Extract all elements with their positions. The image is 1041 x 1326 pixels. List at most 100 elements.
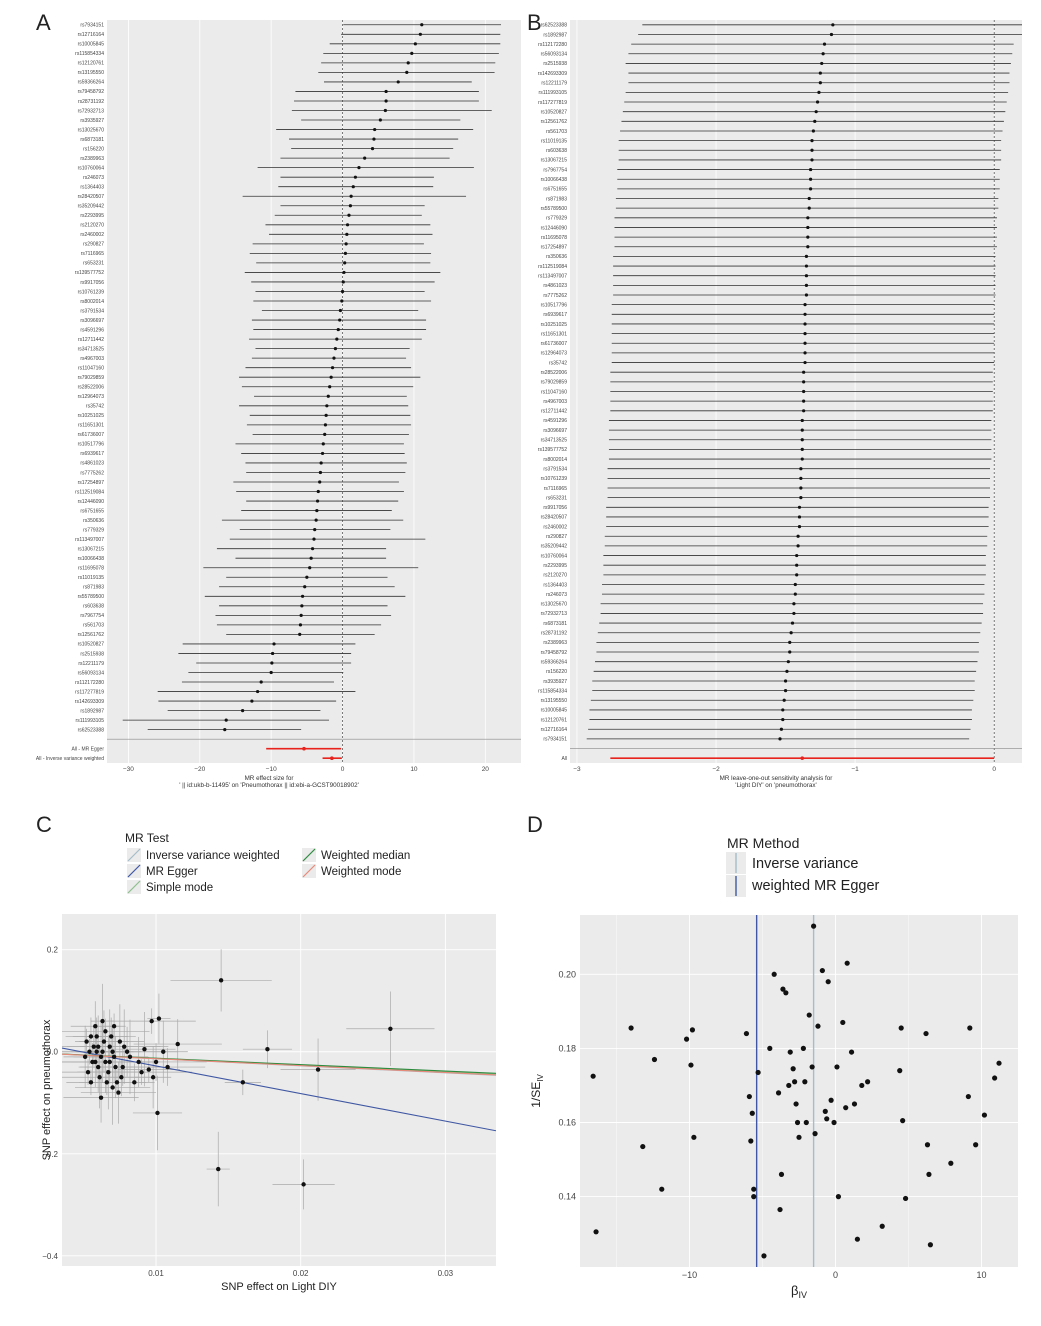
b-snp-label: rs10251025	[541, 322, 568, 328]
b-snp-label: rs10066438	[541, 177, 568, 183]
c-point	[119, 1075, 124, 1080]
a-point	[338, 318, 342, 322]
b-snp-label: rs246073	[546, 592, 567, 598]
a-point	[312, 537, 316, 541]
d-point	[783, 990, 789, 996]
a-point	[363, 156, 367, 160]
b-snp-label: rs112519084	[538, 264, 567, 270]
a-snp-label: rs2389963	[80, 156, 104, 162]
a-snp-label: rs59366264	[78, 80, 105, 86]
d-point	[640, 1143, 646, 1150]
b-snp-label: rs111993105	[539, 90, 568, 96]
c-point	[117, 1039, 123, 1044]
c-point	[95, 1064, 101, 1070]
c-point	[150, 1075, 156, 1080]
c-point	[101, 1039, 107, 1044]
c-regression-line-egger	[62, 1047, 496, 1132]
b-point	[800, 457, 804, 461]
b-point	[803, 360, 807, 365]
d-point	[865, 1079, 871, 1085]
b-point	[811, 129, 815, 133]
c-x-axis-title: SNP effect on Light DIY	[221, 1281, 337, 1293]
b-snp-label: rs35742	[549, 360, 567, 366]
c-point	[146, 1067, 151, 1072]
b-snp-label: rs779329	[546, 216, 567, 222]
c-point	[132, 1080, 137, 1085]
c-point	[94, 1049, 99, 1054]
panel-a-letter: A	[36, 10, 51, 35]
a-point	[343, 251, 348, 255]
b-point	[793, 592, 797, 596]
a-point	[349, 194, 353, 198]
panel-c-letter: C	[36, 812, 52, 837]
b-snp-label: rs7967754	[543, 167, 567, 173]
a-snp-label: rs17254897	[78, 480, 105, 486]
c-point	[153, 1059, 159, 1065]
c-legend-key-line	[302, 848, 316, 862]
a-snp-label: rs28731192	[78, 99, 104, 105]
d-point	[992, 1075, 998, 1081]
b-point	[799, 476, 803, 480]
d-y-axis-title-main: 1/SE	[529, 1082, 543, 1108]
b-snp-label: rs112172280	[538, 42, 567, 48]
d-point	[898, 1025, 904, 1031]
b-point	[792, 611, 796, 616]
a-snp-label: rs246073	[83, 175, 104, 181]
d-y-axis-title: 1/SEIV	[529, 1074, 545, 1108]
b-point	[781, 717, 785, 722]
d-point	[802, 1079, 808, 1085]
b-point	[795, 573, 799, 577]
b-snp-label: rs28731192	[541, 631, 567, 637]
a-point	[406, 61, 410, 65]
c-legend-key-line	[127, 848, 141, 862]
a-snp-label: rs156220	[83, 146, 104, 152]
b-point	[807, 196, 811, 201]
b-snp-label: rs12561762	[541, 119, 568, 125]
a-point	[259, 680, 263, 684]
a-background	[107, 20, 521, 763]
b-point	[795, 553, 799, 558]
a-snp-label: rs12964073	[78, 394, 105, 400]
a-snp-label: rs4967003	[80, 356, 104, 362]
c-y-tick-label: 0.0	[47, 1048, 59, 1057]
b-point	[818, 81, 822, 85]
a-snp-label: rs55789500	[78, 594, 105, 600]
b-point	[795, 563, 799, 567]
c-point	[156, 1016, 162, 1021]
c-point	[84, 1039, 89, 1044]
b-point	[804, 283, 809, 287]
b-snp-label: rs603638	[546, 148, 567, 154]
a-point	[373, 127, 377, 132]
b-snp-label: rs7116965	[544, 486, 567, 492]
a-snp-label: rs35209442	[78, 204, 105, 210]
c-point	[315, 1067, 321, 1072]
a-point	[338, 308, 343, 313]
d-point	[996, 1060, 1002, 1066]
d-point	[751, 1194, 757, 1200]
b-snp-label: rs28522006	[541, 370, 568, 376]
d-point	[812, 1131, 818, 1137]
b-point	[797, 505, 802, 509]
c-point	[100, 1018, 105, 1024]
a-snp-label: rs9917056	[80, 280, 104, 286]
d-y-tick-label: 0.14	[558, 1192, 576, 1202]
a-snp-label: rs10520827	[78, 642, 105, 648]
c-y-tick-label: 0.2	[47, 946, 59, 955]
b-point	[796, 534, 800, 538]
d-point	[926, 1171, 932, 1177]
a-snp-label: rs79029859	[78, 375, 105, 381]
d-point	[844, 960, 850, 966]
a-point	[345, 223, 350, 227]
d-point	[786, 1082, 792, 1089]
c-point	[97, 1075, 102, 1080]
b-snp-label: rs12120761	[541, 717, 568, 723]
a-point	[345, 232, 349, 236]
c-point	[240, 1080, 246, 1085]
b-snp-label: rs12211179	[541, 81, 567, 87]
d-point	[981, 1112, 988, 1118]
b-point	[803, 312, 807, 316]
b-point	[831, 23, 835, 27]
c-legend-label: Simple mode	[146, 882, 213, 894]
d-point	[787, 1049, 793, 1055]
d-x-axis-title-sub: IV	[798, 1290, 807, 1300]
